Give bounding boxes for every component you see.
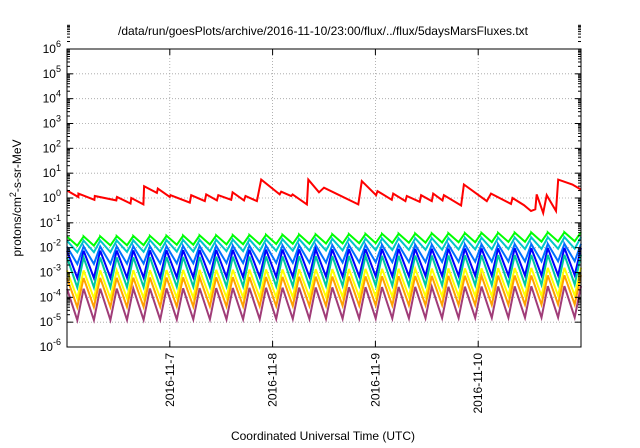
x-tick-labels: 2016-11-7 2016-11-8 2016-11-9 2016-11-10 — [163, 353, 485, 414]
series-line-5 — [66, 252, 582, 292]
y-tick-label: 106 — [43, 39, 61, 56]
y-tick-label: 101 — [43, 163, 61, 180]
y-tick-label: 10-3 — [40, 263, 61, 280]
series-line-0 — [66, 177, 582, 217]
series-lines — [66, 177, 582, 325]
series-line-8 — [66, 282, 582, 325]
y-tick-label: 103 — [43, 114, 61, 131]
series-line-2 — [66, 234, 582, 255]
x-tick-label: 2016-11-9 — [368, 353, 382, 407]
y-tick-label: 104 — [43, 89, 61, 106]
y-tick-label: 10-5 — [40, 312, 61, 329]
x-tick-label: 2016-11-10 — [471, 353, 485, 414]
y-axis-label: protons/cm2-s-sr-MeV — [8, 139, 24, 256]
series-line-7 — [66, 272, 582, 311]
chart-title: /data/run/goesPlots/archive/2016-11-10/2… — [118, 24, 529, 38]
y-tick-label: 100 — [43, 188, 61, 205]
series-line-4 — [66, 245, 582, 282]
series-line-1 — [66, 229, 582, 248]
y-tick-label: 10-6 — [40, 337, 61, 354]
y-tick-label: 10-2 — [40, 238, 61, 255]
y-tick-labels: 106 105 104 103 102 101 100 10-1 10-2 10-3 10-4 10-… — [40, 39, 61, 354]
axis-ticks — [67, 24, 581, 348]
y-tick-label: 10-4 — [40, 287, 61, 304]
x-tick-label: 2016-11-7 — [163, 353, 177, 407]
x-axis-label: Coordinated Universal Time (UTC) — [231, 429, 415, 443]
series-line-6 — [66, 265, 582, 303]
y-tick-label: 10-1 — [40, 213, 61, 230]
y-tick-label: 102 — [43, 138, 61, 155]
x-tick-label: 2016-11-8 — [266, 353, 280, 407]
series-line-3 — [66, 240, 582, 267]
y-tick-label: 105 — [43, 64, 61, 81]
